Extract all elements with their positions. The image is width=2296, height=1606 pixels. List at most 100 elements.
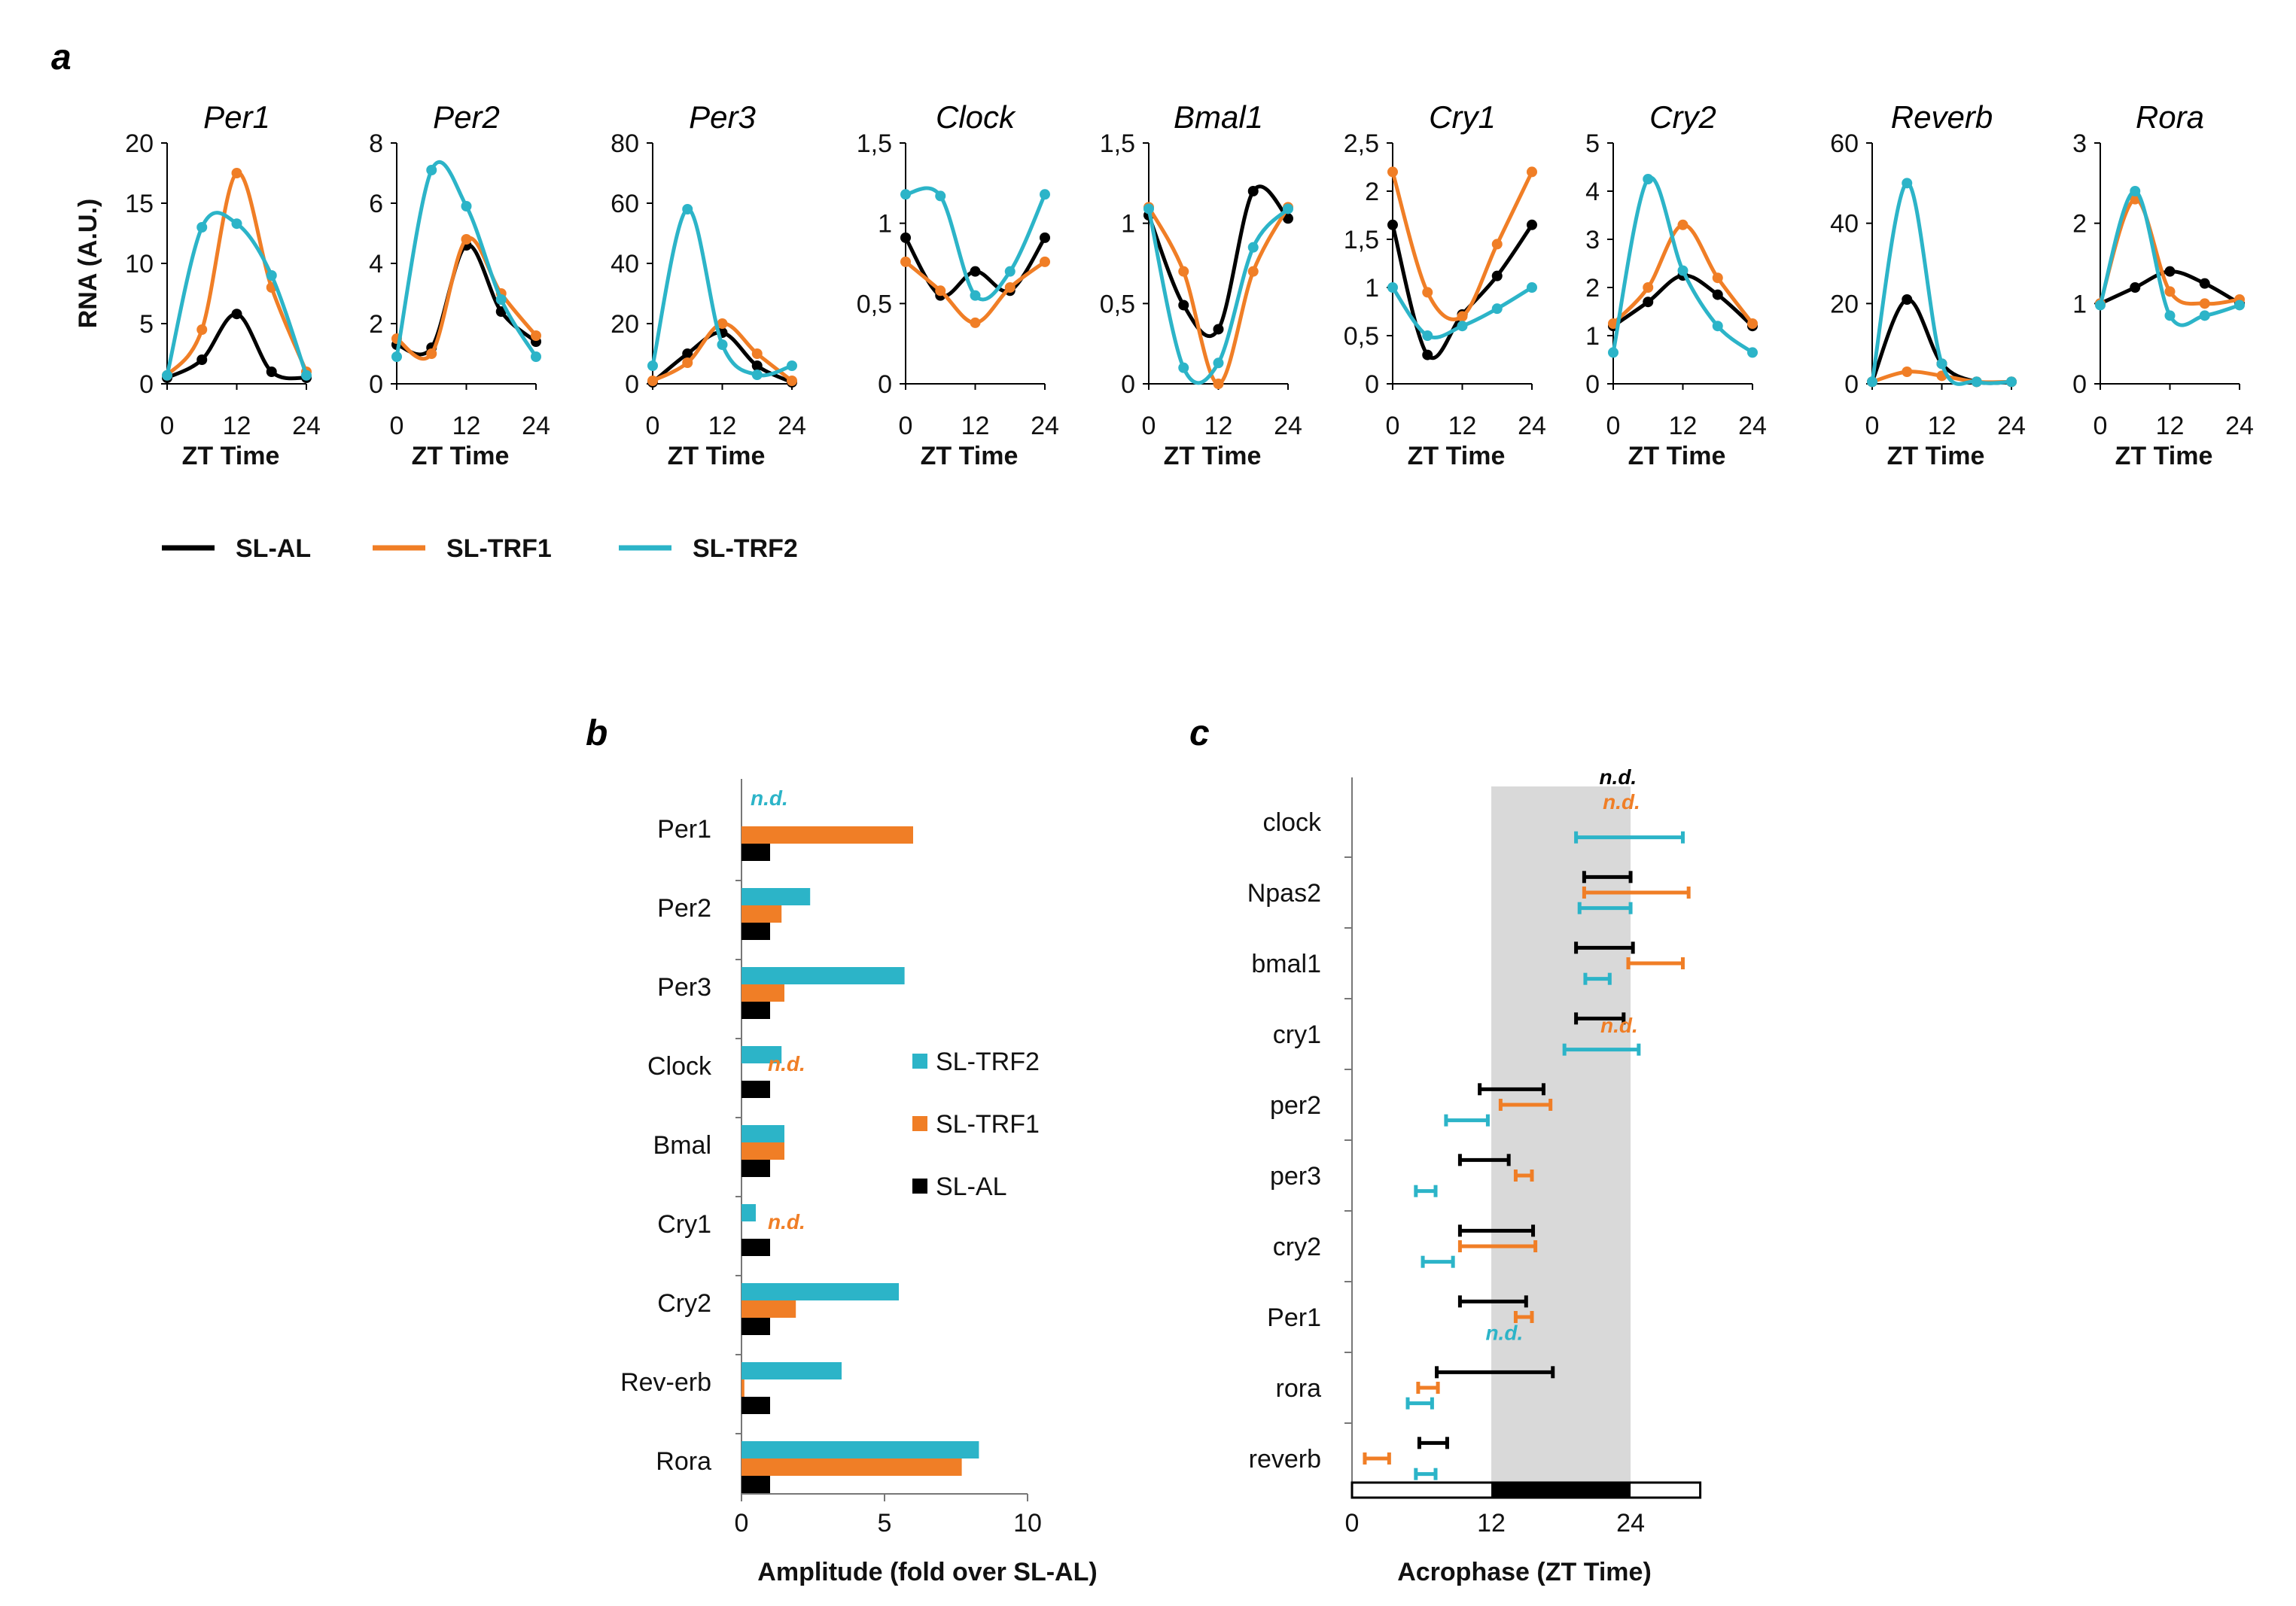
legend-swatch bbox=[912, 1179, 927, 1194]
bar-sl-al bbox=[741, 1318, 770, 1335]
data-point-sl-trf1 bbox=[1677, 219, 1689, 230]
y-tick-label: 0 bbox=[625, 370, 639, 399]
y-tick-label: 0,5 bbox=[1100, 290, 1135, 318]
x-tick-label: 0 bbox=[1865, 412, 1880, 440]
data-point-sl-trf2 bbox=[1527, 282, 1537, 293]
error-bar-sl-trf2 bbox=[1414, 1185, 1438, 1197]
series-line-sl-al bbox=[1612, 273, 1754, 328]
nd-annotation: n.d. bbox=[1485, 1322, 1523, 1345]
y-tick-label: 5 bbox=[139, 310, 154, 339]
gene-plot-per3: Per3 0 20 40 60 80 0 12 24 ZT Time bbox=[611, 99, 806, 470]
series-line-sl-trf2 bbox=[1146, 207, 1290, 385]
x-tick-label: 24 bbox=[1274, 412, 1302, 440]
data-point-sl-trf1 bbox=[1247, 266, 1259, 277]
acrophase-group-clock: clock bbox=[1263, 808, 1685, 844]
legend-label: SL-AL bbox=[936, 1173, 1007, 1201]
legend-label: SL-TRF1 bbox=[446, 534, 552, 563]
data-point-sl-trf1 bbox=[461, 234, 472, 245]
category-label: reverb bbox=[1249, 1445, 1321, 1474]
data-point-sl-trf1 bbox=[1422, 287, 1433, 298]
y-tick-label: 1 bbox=[1121, 210, 1135, 239]
category-label: Per1 bbox=[657, 815, 711, 844]
data-point-sl-trf2 bbox=[1213, 357, 1224, 369]
data-point-sl-trf1 bbox=[1491, 239, 1503, 250]
data-point-sl-trf2 bbox=[461, 201, 472, 211]
dark-phase-shading bbox=[1491, 786, 1631, 1483]
series-line-sl-trf2 bbox=[2098, 189, 2240, 327]
category-label: Bmal bbox=[653, 1131, 711, 1160]
data-point-sl-al bbox=[1213, 324, 1224, 335]
data-point-sl-trf2 bbox=[231, 218, 242, 230]
nd-annotation: n.d. bbox=[768, 1210, 805, 1233]
y-tick-label: 0 bbox=[369, 370, 383, 399]
bar-sl-trf2 bbox=[741, 967, 905, 984]
y-tick-label: 1,5 bbox=[1344, 226, 1379, 254]
error-bar-sl-trf2 bbox=[1562, 1043, 1641, 1056]
x-tick-label: 12 bbox=[1204, 412, 1233, 440]
y-tick-label: 60 bbox=[611, 190, 639, 218]
bar-group-per2: Per2 bbox=[657, 880, 811, 940]
data-point-sl-trf2 bbox=[1902, 178, 1913, 189]
x-axis-title: ZT Time bbox=[668, 442, 766, 470]
x-tick-label: 0 bbox=[1606, 412, 1621, 440]
bar-sl-trf2 bbox=[741, 1441, 979, 1458]
data-point-sl-trf2 bbox=[2130, 186, 2141, 196]
legend-label: SL-TRF1 bbox=[936, 1110, 1040, 1139]
gene-title: Reverb bbox=[1891, 99, 1993, 135]
data-point-sl-trf2 bbox=[1178, 362, 1189, 373]
legend-item-sl-trf1: SL-TRF1 bbox=[373, 534, 552, 563]
data-point-sl-trf2 bbox=[391, 351, 402, 362]
x-tick-label: 24 bbox=[2225, 412, 2254, 440]
y-tick-label: 0,5 bbox=[1344, 322, 1379, 351]
category-label: Per2 bbox=[657, 894, 711, 923]
series-line-sl-trf1 bbox=[395, 236, 537, 361]
y-tick-label: 4 bbox=[1585, 178, 1600, 206]
y-tick-label: 0 bbox=[2072, 370, 2087, 399]
bar-sl-trf1 bbox=[741, 905, 782, 923]
x-tick-label: 0 bbox=[899, 412, 913, 440]
series-line-sl-trf1 bbox=[1146, 206, 1290, 386]
bar-group-per3: Per3 bbox=[657, 959, 905, 1019]
x-tick-label: 12 bbox=[1448, 412, 1477, 440]
data-point-sl-al bbox=[1643, 297, 1654, 308]
error-bar-sl-trf2 bbox=[1583, 972, 1612, 985]
data-point-sl-trf2 bbox=[1936, 358, 1947, 370]
bar-sl-al bbox=[741, 1239, 770, 1256]
data-point-sl-trf2 bbox=[196, 222, 208, 233]
data-point-sl-trf2 bbox=[751, 370, 763, 380]
x-tick-label: 24 bbox=[1997, 412, 2026, 440]
x-tick-label: 12 bbox=[1477, 1509, 1506, 1538]
error-bar-sl-al bbox=[1574, 1012, 1626, 1025]
bar-group-cry1: Cry1 bbox=[657, 1196, 770, 1256]
x-tick-label: 0 bbox=[160, 412, 175, 440]
data-point-sl-al bbox=[682, 348, 693, 359]
data-point-sl-trf1 bbox=[2164, 286, 2176, 297]
x-tick-label: 12 bbox=[223, 412, 251, 440]
y-tick-label: 8 bbox=[369, 129, 383, 158]
data-point-sl-trf2 bbox=[1491, 303, 1503, 315]
data-point-sl-trf1 bbox=[1747, 318, 1758, 329]
y-tick-label: 15 bbox=[125, 190, 154, 218]
data-point-sl-trf2 bbox=[1283, 203, 1293, 214]
y-tick-label: 80 bbox=[611, 129, 639, 158]
legend-item-sl-trf1: SL-TRF1 bbox=[912, 1110, 1040, 1139]
error-bar-sl-al bbox=[1457, 1154, 1511, 1166]
x-axis-title: Amplitude (fold over SL-AL) bbox=[757, 1558, 1097, 1586]
category-label: Cry2 bbox=[657, 1289, 711, 1318]
y-tick-label: 2 bbox=[2072, 210, 2087, 239]
x-tick-label: 24 bbox=[1031, 412, 1059, 440]
nd-annotation: n.d. bbox=[1600, 1014, 1638, 1037]
x-axis-title: Acrophase (ZT Time) bbox=[1397, 1558, 1652, 1586]
bar-sl-trf2 bbox=[741, 1204, 756, 1221]
data-point-sl-trf1 bbox=[647, 376, 658, 386]
error-bar-sl-al bbox=[1457, 1295, 1528, 1308]
gene-plot-bmal1: Bmal1 0 0,5 1 1,5 0 12 24 ZT Time bbox=[1100, 99, 1302, 470]
data-point-sl-al bbox=[231, 309, 242, 320]
error-bar-sl-trf2 bbox=[1414, 1468, 1438, 1480]
x-tick-label: 12 bbox=[1928, 412, 1956, 440]
bar-sl-trf1 bbox=[741, 1300, 796, 1318]
series-line-sl-trf2 bbox=[650, 207, 793, 378]
nd-annotation: n.d. bbox=[768, 1052, 805, 1075]
series-line-sl-trf2 bbox=[905, 186, 1047, 302]
